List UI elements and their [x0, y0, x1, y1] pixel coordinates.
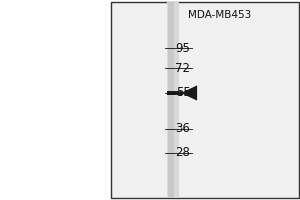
Bar	[167, 2, 178, 198]
Polygon shape	[181, 85, 197, 101]
Bar	[168, 2, 174, 198]
Text: 28: 28	[176, 146, 190, 160]
Text: 72: 72	[176, 62, 190, 74]
Bar	[111, 2, 298, 198]
Text: 95: 95	[176, 42, 190, 54]
Bar	[167, 91, 178, 95]
Text: MDA-MB453: MDA-MB453	[188, 10, 251, 20]
Text: 36: 36	[176, 122, 190, 136]
Text: 55: 55	[176, 86, 190, 99]
